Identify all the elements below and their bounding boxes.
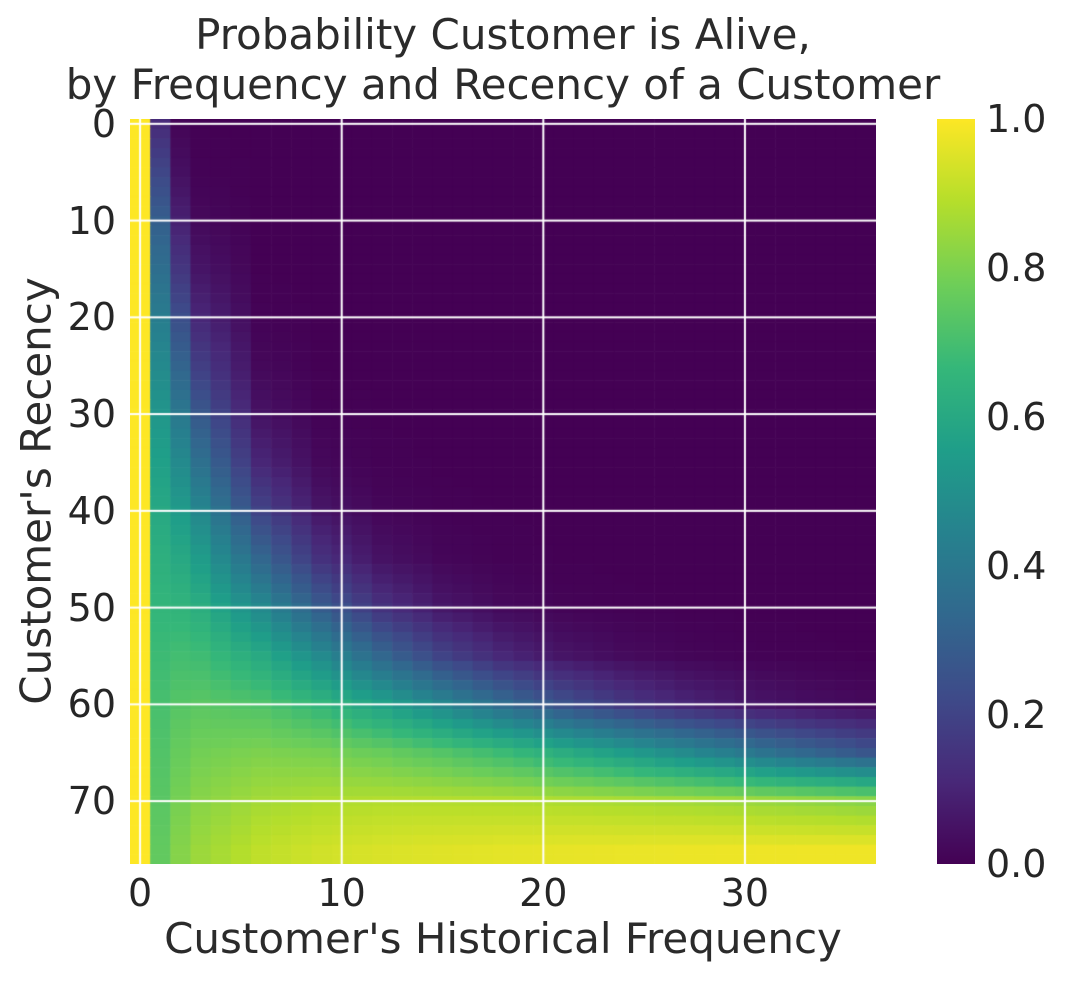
y-tick-label: 50: [67, 585, 116, 630]
y-tick-label: 0: [91, 101, 116, 146]
chart-title-line2: by Frequency and Recency of a Customer: [65, 60, 941, 109]
y-tick-label: 70: [67, 779, 116, 824]
y-tick-label: 40: [67, 488, 116, 533]
chart-title-line1: Probability Customer is Alive,: [195, 10, 811, 59]
x-tick-label: 10: [317, 871, 366, 915]
chart-title: Probability Customer is Alive, by Freque…: [0, 10, 1006, 110]
colorbar-tick-label: 0.4: [986, 544, 1047, 588]
colorbar-tick-label: 1.0: [986, 97, 1047, 141]
y-tick-label: 10: [67, 198, 116, 243]
x-tick-label: 20: [519, 871, 568, 915]
colorbar-tick-label: 0.8: [986, 246, 1047, 290]
x-tick-label: 30: [720, 871, 770, 915]
y-tick-label: 60: [67, 682, 116, 727]
y-axis-label: Customer's Recency: [11, 277, 61, 705]
colorbar-tick-label: 0.6: [986, 395, 1047, 439]
colorbar: [937, 119, 975, 864]
y-tick-label: 20: [67, 295, 116, 340]
x-axis-label: Customer's Historical Frequency: [164, 914, 842, 963]
colorbar-tick-label: 0.0: [986, 842, 1047, 886]
heatmap-canvas: [130, 119, 876, 864]
colorbar-tick-label: 0.2: [986, 693, 1047, 737]
x-tick-label: 0: [127, 871, 153, 915]
y-tick-label: 30: [67, 392, 116, 437]
